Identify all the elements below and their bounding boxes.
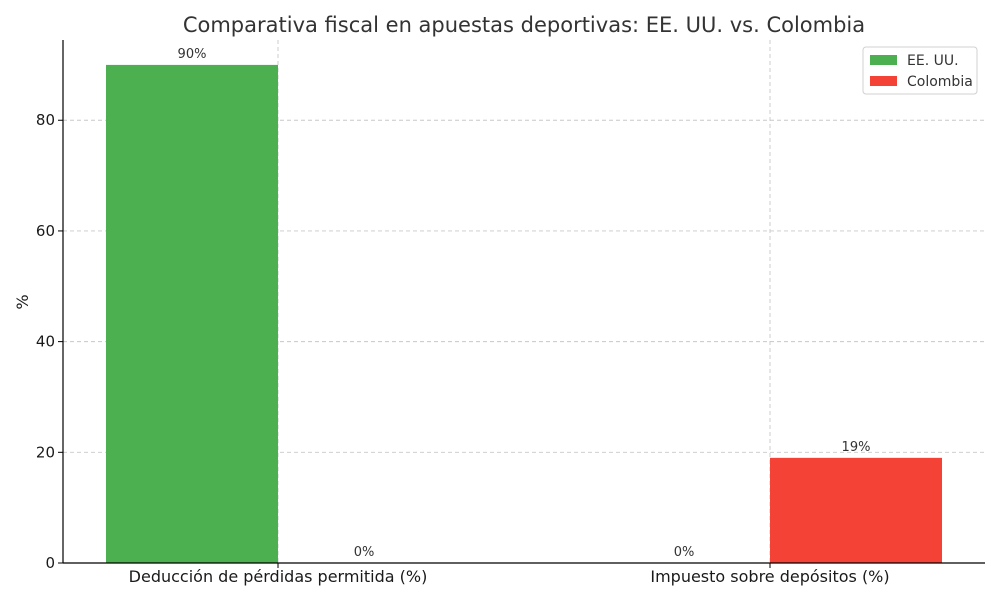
bar-value-label: 19%	[842, 440, 871, 455]
bar-value-label: 0%	[674, 545, 695, 560]
legend-swatch	[870, 55, 897, 65]
y-tick-label: 0	[45, 554, 55, 572]
legend: EE. UU. Colombia	[862, 46, 978, 95]
bar-ee-uu	[106, 64, 278, 564]
x-category-label: Impuesto sobre depósitos (%)	[650, 567, 889, 586]
axes: 0 20 40 60 80 Deducción de pérdidas permitida…	[36, 40, 985, 586]
legend-label: EE. UU.	[907, 53, 959, 69]
x-category-label: Deducción de pérdidas permitida (%)	[129, 567, 428, 586]
chart-title: Comparativa fiscal en apuestas deportiva…	[183, 13, 865, 37]
bars	[106, 64, 942, 564]
bar-colombia	[770, 457, 942, 563]
bar-value-labels: 90% 0% 0% 19%	[178, 47, 871, 560]
legend-label: Colombia	[907, 74, 973, 90]
bar-value-label: 90%	[178, 47, 207, 62]
y-axis-label: %	[13, 294, 32, 309]
bar-value-label: 0%	[354, 545, 375, 560]
y-tick-label: 20	[36, 443, 55, 461]
y-tick-label: 40	[36, 333, 55, 351]
y-tick-label: 80	[36, 111, 55, 129]
y-tick-label: 60	[36, 222, 55, 240]
legend-swatch	[870, 76, 897, 86]
